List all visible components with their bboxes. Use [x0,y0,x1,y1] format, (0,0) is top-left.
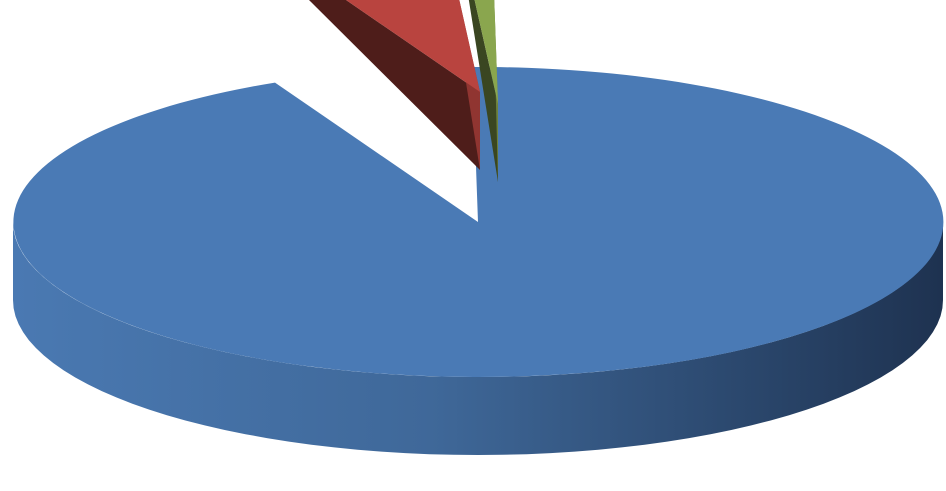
slice-2-top [346,0,480,92]
pie-slice-1 [13,66,944,455]
pie-slice-3 [468,0,498,182]
slice-3-cut-left [468,0,498,182]
slice-2-cut-left [309,0,480,170]
pie-slices [13,0,944,455]
slice-1-top [13,66,944,377]
pie-slice-2 [309,0,480,170]
slice-1-side [13,222,943,455]
slice-3-top [474,0,498,104]
